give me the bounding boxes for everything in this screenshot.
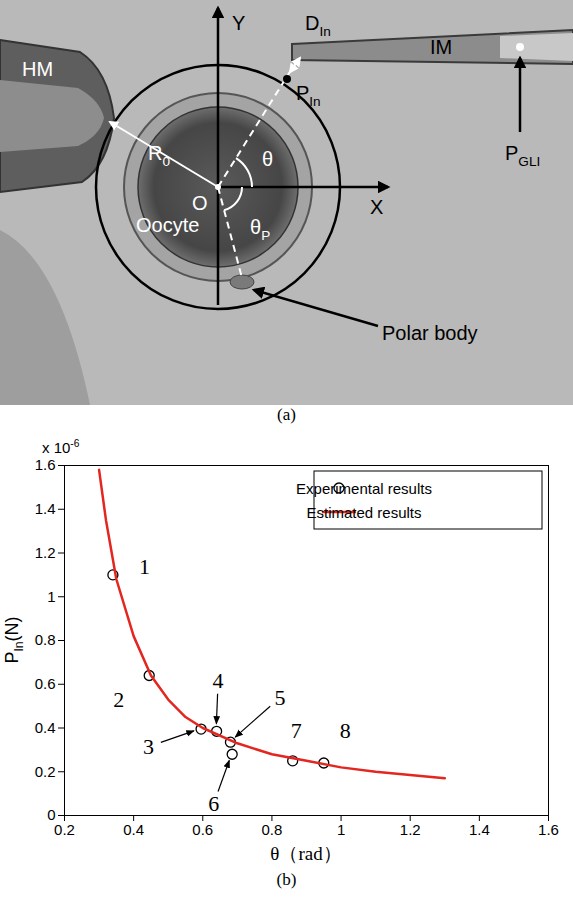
html-text:(b): (b)	[276, 870, 297, 889]
svg-text:3: 3	[143, 734, 154, 759]
svg-text:1: 1	[139, 554, 150, 579]
svg-text:Oocyte: Oocyte	[136, 214, 199, 236]
svg-text:Y: Y	[232, 12, 245, 34]
svg-text:5: 5	[274, 685, 285, 710]
svg-text:2: 2	[113, 687, 124, 712]
svg-text:X: X	[370, 196, 383, 218]
svg-text:HM: HM	[22, 58, 53, 80]
svg-text:Polar body: Polar body	[382, 322, 478, 344]
svg-text:PGLI: PGLI	[505, 142, 540, 169]
svg-text:0.4: 0.4	[123, 821, 144, 838]
svg-text:0.6: 0.6	[192, 821, 213, 838]
svg-text:0.6: 0.6	[35, 675, 56, 692]
svg-text:Estimated results: Estimated results	[306, 504, 421, 521]
svg-text:0.8: 0.8	[35, 631, 56, 648]
svg-text:θ: θ	[262, 148, 273, 170]
svg-text:x 10-6: x 10-6	[42, 438, 80, 456]
svg-text:θP: θP	[250, 216, 270, 243]
svg-text:θ（rad）: θ（rad）	[270, 843, 341, 864]
svg-text:8: 8	[340, 718, 351, 743]
svg-text:PIn: PIn	[296, 82, 321, 109]
svg-text:1: 1	[337, 821, 345, 838]
svg-text:4: 4	[213, 668, 224, 693]
svg-text:0.8: 0.8	[261, 821, 282, 838]
svg-text:6: 6	[208, 791, 219, 816]
svg-text:1.6: 1.6	[35, 456, 56, 473]
svg-text:O: O	[192, 192, 208, 214]
svg-text:0.4: 0.4	[35, 719, 56, 736]
svg-text:1.4: 1.4	[35, 500, 56, 517]
svg-text:1.4: 1.4	[469, 821, 490, 838]
svg-text:DIn: DIn	[305, 12, 331, 39]
svg-text:7: 7	[291, 718, 302, 743]
svg-text:0.2: 0.2	[54, 821, 75, 838]
svg-text:1.2: 1.2	[400, 821, 421, 838]
svg-text:IM: IM	[430, 36, 452, 58]
svg-text:1: 1	[47, 588, 55, 605]
svg-text:R0: R0	[148, 142, 170, 169]
svg-text:1.2: 1.2	[35, 544, 56, 561]
svg-text:1.6: 1.6	[538, 821, 559, 838]
html-text:(a): (a)	[277, 405, 296, 424]
svg-text:0: 0	[47, 806, 56, 824]
svg-text:Experimental results: Experimental results	[296, 480, 432, 497]
svg-text:0.2: 0.2	[35, 763, 56, 780]
svg-text:PIn(N): PIn(N)	[2, 616, 26, 663]
